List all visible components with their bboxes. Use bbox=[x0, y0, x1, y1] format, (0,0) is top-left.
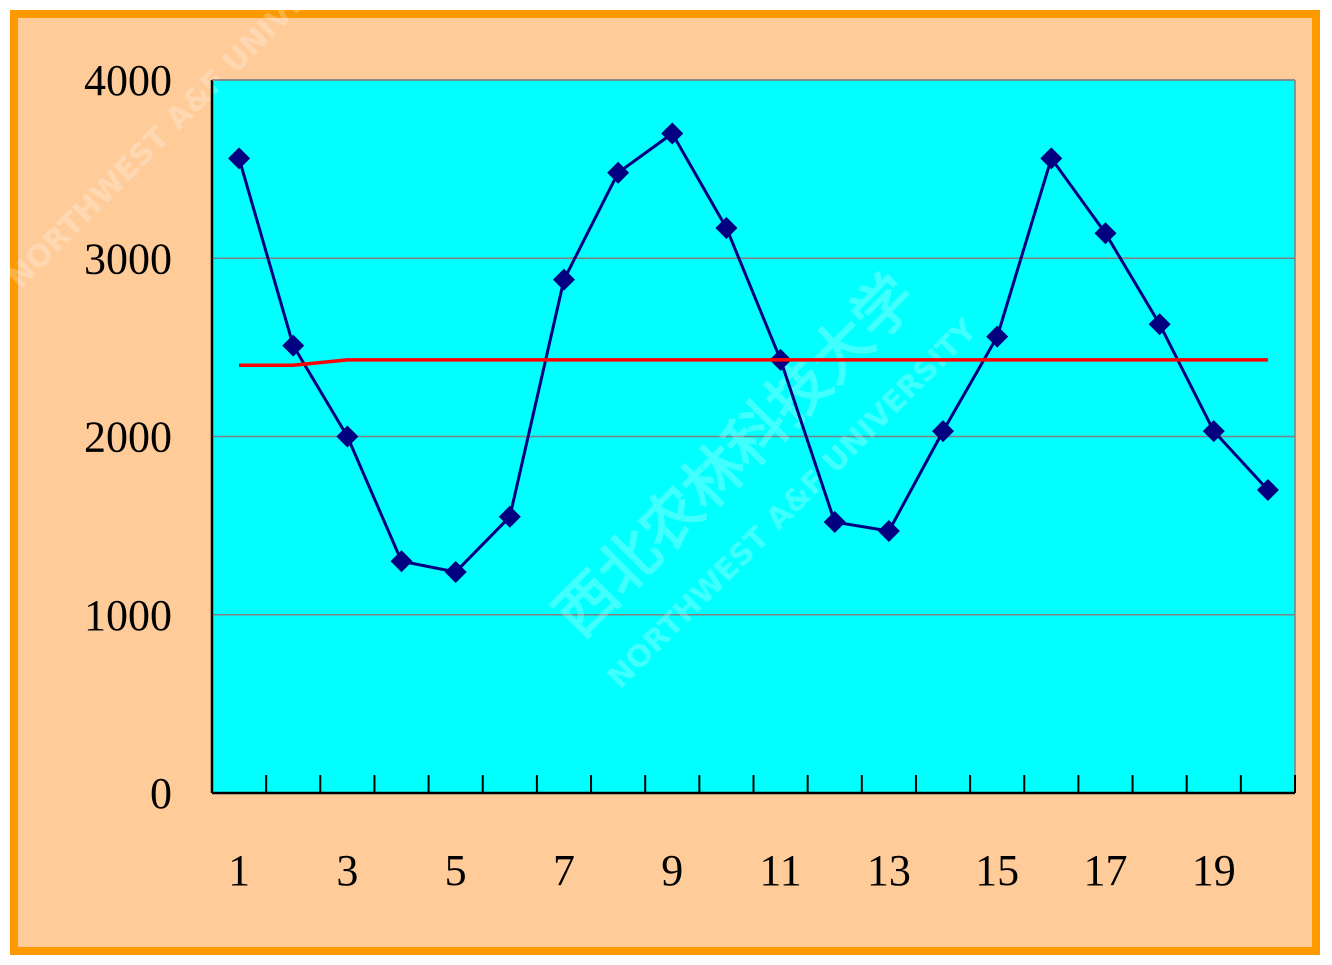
x-tick-label: 13 bbox=[867, 846, 911, 895]
x-tick-label: 15 bbox=[975, 846, 1019, 895]
data-point bbox=[715, 216, 738, 239]
data-point bbox=[932, 420, 955, 443]
data-point bbox=[390, 550, 413, 573]
y-tick-label: 4000 bbox=[84, 56, 172, 105]
y-tick-label: 1000 bbox=[84, 591, 172, 640]
x-tick-label: 7 bbox=[553, 846, 575, 895]
data-point bbox=[607, 161, 630, 184]
x-tick-label: 5 bbox=[445, 846, 467, 895]
series-line-2 bbox=[239, 358, 1268, 367]
data-point bbox=[823, 511, 846, 534]
y-tick-label: 2000 bbox=[84, 413, 172, 462]
data-point bbox=[1202, 420, 1225, 443]
data-point bbox=[1094, 222, 1117, 245]
data-point bbox=[228, 147, 251, 170]
x-tick-label: 9 bbox=[661, 846, 683, 895]
y-tick-label: 0 bbox=[150, 769, 172, 818]
x-tick-label: 17 bbox=[1083, 846, 1127, 895]
y-tick-label: 3000 bbox=[84, 234, 172, 283]
data-point bbox=[1040, 147, 1063, 170]
data-point bbox=[1256, 478, 1279, 501]
x-tick-label: 1 bbox=[228, 846, 250, 895]
x-tick-label: 19 bbox=[1192, 846, 1236, 895]
data-point bbox=[552, 268, 575, 291]
data-point bbox=[498, 505, 521, 528]
axes bbox=[210, 79, 1296, 795]
data-point bbox=[444, 560, 467, 583]
data-point bbox=[336, 425, 359, 448]
data-point bbox=[282, 334, 305, 357]
data-point bbox=[661, 122, 684, 145]
series-layer bbox=[228, 122, 1279, 583]
x-tick-label: 3 bbox=[336, 846, 358, 895]
data-point bbox=[877, 519, 900, 542]
data-point bbox=[1148, 313, 1171, 336]
data-point bbox=[986, 325, 1009, 348]
x-tick-label: 11 bbox=[759, 846, 801, 895]
